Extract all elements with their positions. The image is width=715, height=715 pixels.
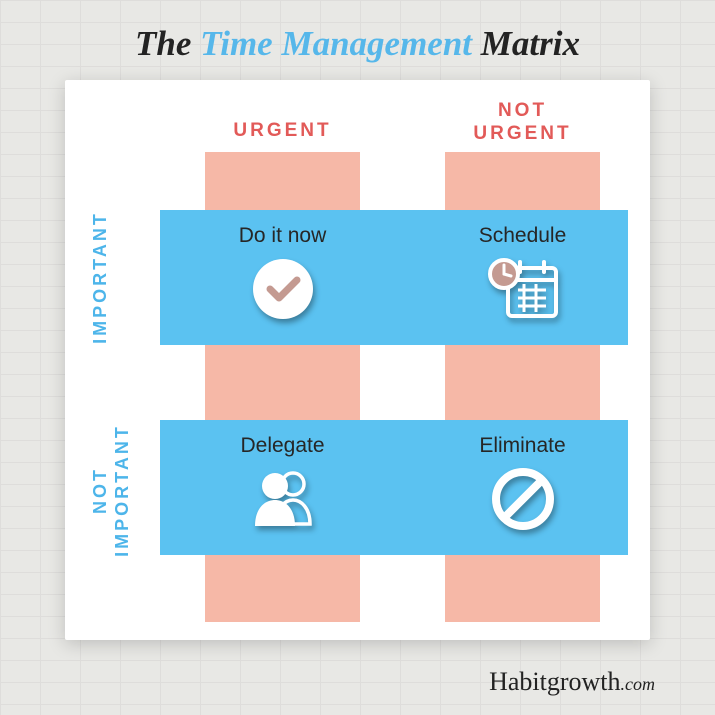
- check-circle-icon: [205, 256, 360, 322]
- column-header-not-urgent: NOT URGENT: [445, 100, 600, 146]
- matrix-card: URGENT NOT URGENT IMPORTANT NOTIMPORTANT…: [65, 80, 650, 640]
- quadrant-label: Delegate: [205, 434, 360, 458]
- quadrant-label: Eliminate: [445, 434, 600, 458]
- title-word-1: The: [135, 24, 191, 63]
- quadrant-label: Do it now: [205, 224, 360, 248]
- footer-attribution: Habitgrowth.com: [489, 667, 655, 697]
- row-header-important: IMPORTANT: [90, 210, 112, 345]
- column-header-not-urgent-line1: NOT: [498, 100, 547, 121]
- row-header-not-important: NOTIMPORTANT: [90, 423, 133, 558]
- footer-brand: Habitgrowth: [489, 667, 620, 696]
- column-header-urgent: URGENT: [205, 120, 360, 143]
- footer-domain: .com: [621, 674, 656, 694]
- title-word-2: Time Management: [200, 24, 472, 63]
- column-header-not-urgent-line2: URGENT: [473, 123, 571, 144]
- page-title: The Time Management Matrix: [0, 0, 715, 78]
- quadrant-schedule: Schedule: [445, 210, 600, 345]
- quadrant-do-it-now: Do it now: [205, 210, 360, 345]
- title-word-3: Matrix: [481, 24, 580, 63]
- prohibit-icon: [445, 466, 600, 532]
- quadrant-delegate: Delegate: [205, 420, 360, 555]
- people-icon: [205, 466, 360, 528]
- quadrant-eliminate: Eliminate: [445, 420, 600, 555]
- quadrant-label: Schedule: [445, 224, 600, 248]
- calendar-clock-icon: [445, 256, 600, 320]
